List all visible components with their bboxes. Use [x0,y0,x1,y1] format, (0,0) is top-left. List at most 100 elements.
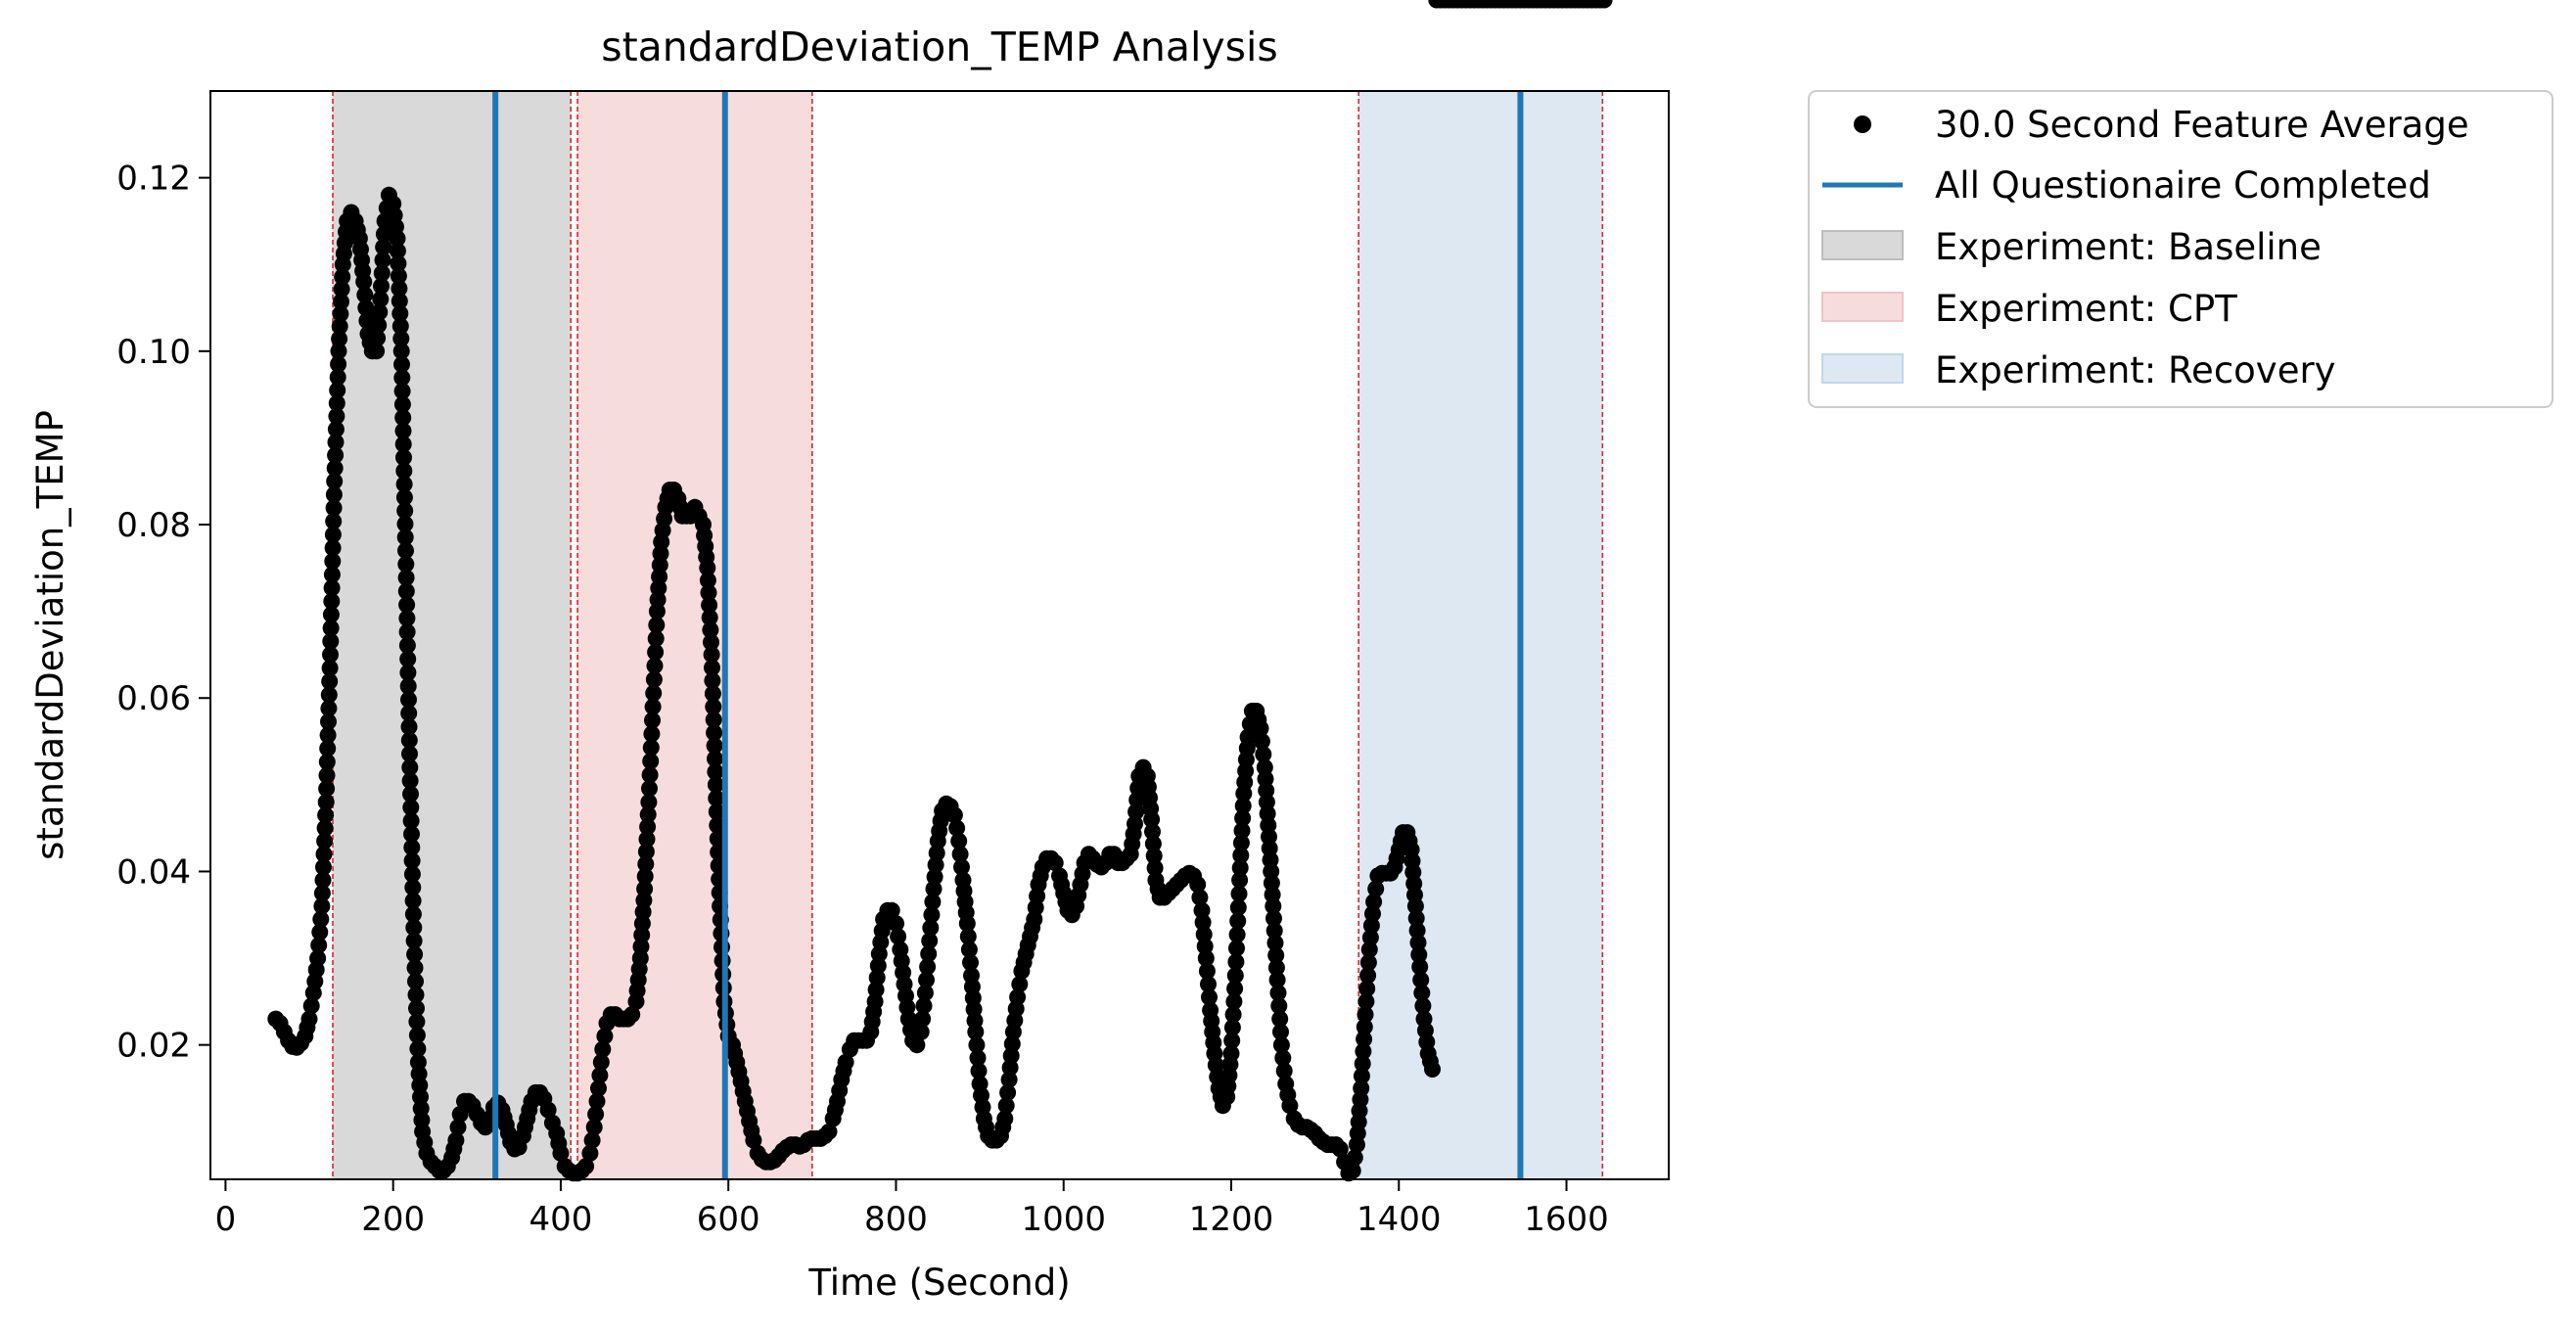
data-point-47 [325,513,343,530]
data-point-223 [590,1079,607,1097]
y-tick-label-0: 0.02 [116,1027,191,1066]
data-point-564 [1233,822,1251,840]
data-point-92 [373,264,391,282]
data-point-417 [951,846,969,863]
x-tick-label-2: 400 [529,1200,592,1239]
data-point-150 [403,865,421,883]
data-point-305 [707,750,723,767]
data-point-373 [868,969,886,987]
data-point-109 [391,317,409,335]
legend-recovery-swatch [1821,353,1904,384]
data-point-43 [323,566,341,583]
data-point-718 [1595,0,1613,9]
data-point-31 [319,726,337,744]
data-point-414 [945,806,963,824]
legend-baseline-swatch [1821,230,1904,260]
data-point-292 [700,584,717,602]
data-point-63 [332,305,349,323]
data-point-301 [705,698,722,715]
data-point-624 [1346,1149,1363,1167]
data-point-260 [645,684,663,702]
data-point-561 [1231,859,1249,877]
data-point-17 [312,910,330,928]
data-point-116 [394,409,412,427]
data-point-396 [916,985,934,1001]
data-point-531 [1200,976,1217,993]
data-point-633 [1355,1042,1372,1060]
data-point-112 [393,355,410,373]
data-point-48 [325,499,343,517]
data-point-91 [373,277,390,295]
data-point-264 [647,630,665,647]
data-point-407 [928,845,945,862]
data-point-163 [409,1040,427,1058]
data-point-300 [704,685,721,703]
data-point-118 [394,436,412,453]
data-point-46 [324,526,342,543]
data-point-256 [642,739,660,757]
data-point-311 [709,830,726,848]
data-point-668 [1411,958,1429,976]
data-point-670 [1413,985,1431,1001]
data-point-298 [704,659,720,676]
data-point-35 [321,672,339,690]
data-point-122 [395,488,413,506]
data-point-558 [1229,898,1247,916]
data-point-304 [706,737,723,755]
data-point-94 [375,239,392,255]
legend-frame [1808,90,2553,408]
data-point-597 [1267,959,1285,977]
data-point-113 [393,369,411,387]
data-point-36 [321,660,339,677]
data-point-472 [1046,854,1064,872]
data-point-126 [397,542,414,560]
data-point-254 [641,766,659,784]
data-point-105 [390,267,407,285]
data-point-532 [1201,988,1218,1006]
x-tick-label-3: 600 [697,1200,760,1239]
data-point-60 [330,343,347,360]
data-point-446 [996,1110,1014,1127]
data-point-42 [323,579,341,597]
y-axis-ticks: 0.02 0.04 0.06 0.08 0.10 0.12 [116,160,210,1066]
data-point-80 [356,286,374,303]
data-point-406 [927,856,944,874]
data-point-554 [1227,953,1245,971]
data-point-635 [1356,1018,1373,1035]
region-cpt [577,91,812,1179]
data-point-139 [400,718,418,736]
data-point-90 [372,291,390,308]
data-point-9 [300,1010,318,1028]
data-point-449 [1000,1071,1018,1088]
data-point-418 [953,858,970,876]
data-point-395 [915,997,933,1015]
data-point-393 [912,1023,930,1040]
data-point-45 [324,539,342,557]
data-point-403 [924,894,942,910]
data-point-578 [1253,733,1270,750]
data-point-153 [404,905,422,923]
data-point-599 [1269,985,1287,1001]
data-point-309 [708,803,725,820]
data-point-143 [401,772,419,790]
data-point-160 [408,999,425,1017]
experiment-regions [333,91,1603,1179]
data-point-55 [328,407,345,425]
data-point-405 [926,868,943,886]
x-tick-label-4: 800 [864,1200,928,1239]
data-point-34 [320,686,338,704]
data-point-145 [402,799,420,816]
legend-label-cpt: Experiment: CPT [1935,288,2237,330]
data-point-134 [399,650,417,667]
data-point-151 [404,879,422,896]
data-point-424 [959,928,977,945]
data-point-528 [1196,938,1214,955]
data-point-131 [398,610,416,627]
data-point-123 [396,502,414,520]
data-point-638 [1358,980,1376,997]
data-point-507 [1143,810,1161,828]
data-point-246 [636,868,654,885]
data-point-663 [1406,897,1424,915]
data-point-595 [1266,935,1284,951]
